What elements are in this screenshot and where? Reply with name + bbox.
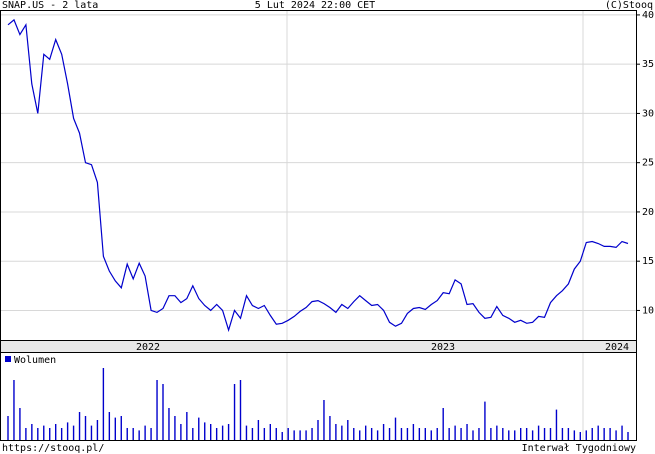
y-tick-label: 35 [642, 59, 654, 70]
legend-label: Wolumen [14, 355, 56, 366]
price-frame [0, 10, 637, 341]
year-band [0, 340, 637, 353]
price-line [7, 18, 629, 333]
y-tick-label: 20 [642, 207, 654, 218]
url: https://stooq.pl/ [2, 443, 104, 454]
x-tick-label: 2023 [431, 342, 455, 353]
x-tick-label: 2022 [136, 342, 160, 353]
credit: (C)Stooq [605, 0, 653, 11]
y-tick-label: 30 [642, 108, 654, 119]
y-tick-label: 10 [642, 305, 654, 316]
interval: Interwał Tygodniowy [522, 443, 636, 454]
y-tick-label: 40 [642, 10, 654, 21]
x-tick-label: 2024 [605, 342, 629, 353]
date: 5 Lut 2024 22:00 CET [255, 0, 375, 11]
y-tick-label: 25 [642, 158, 654, 169]
chart-title: SNAP.US - 2 lata [2, 0, 98, 11]
legend-swatch [5, 356, 11, 362]
y-tick-label: 15 [642, 256, 654, 267]
volume-frame [0, 352, 637, 441]
